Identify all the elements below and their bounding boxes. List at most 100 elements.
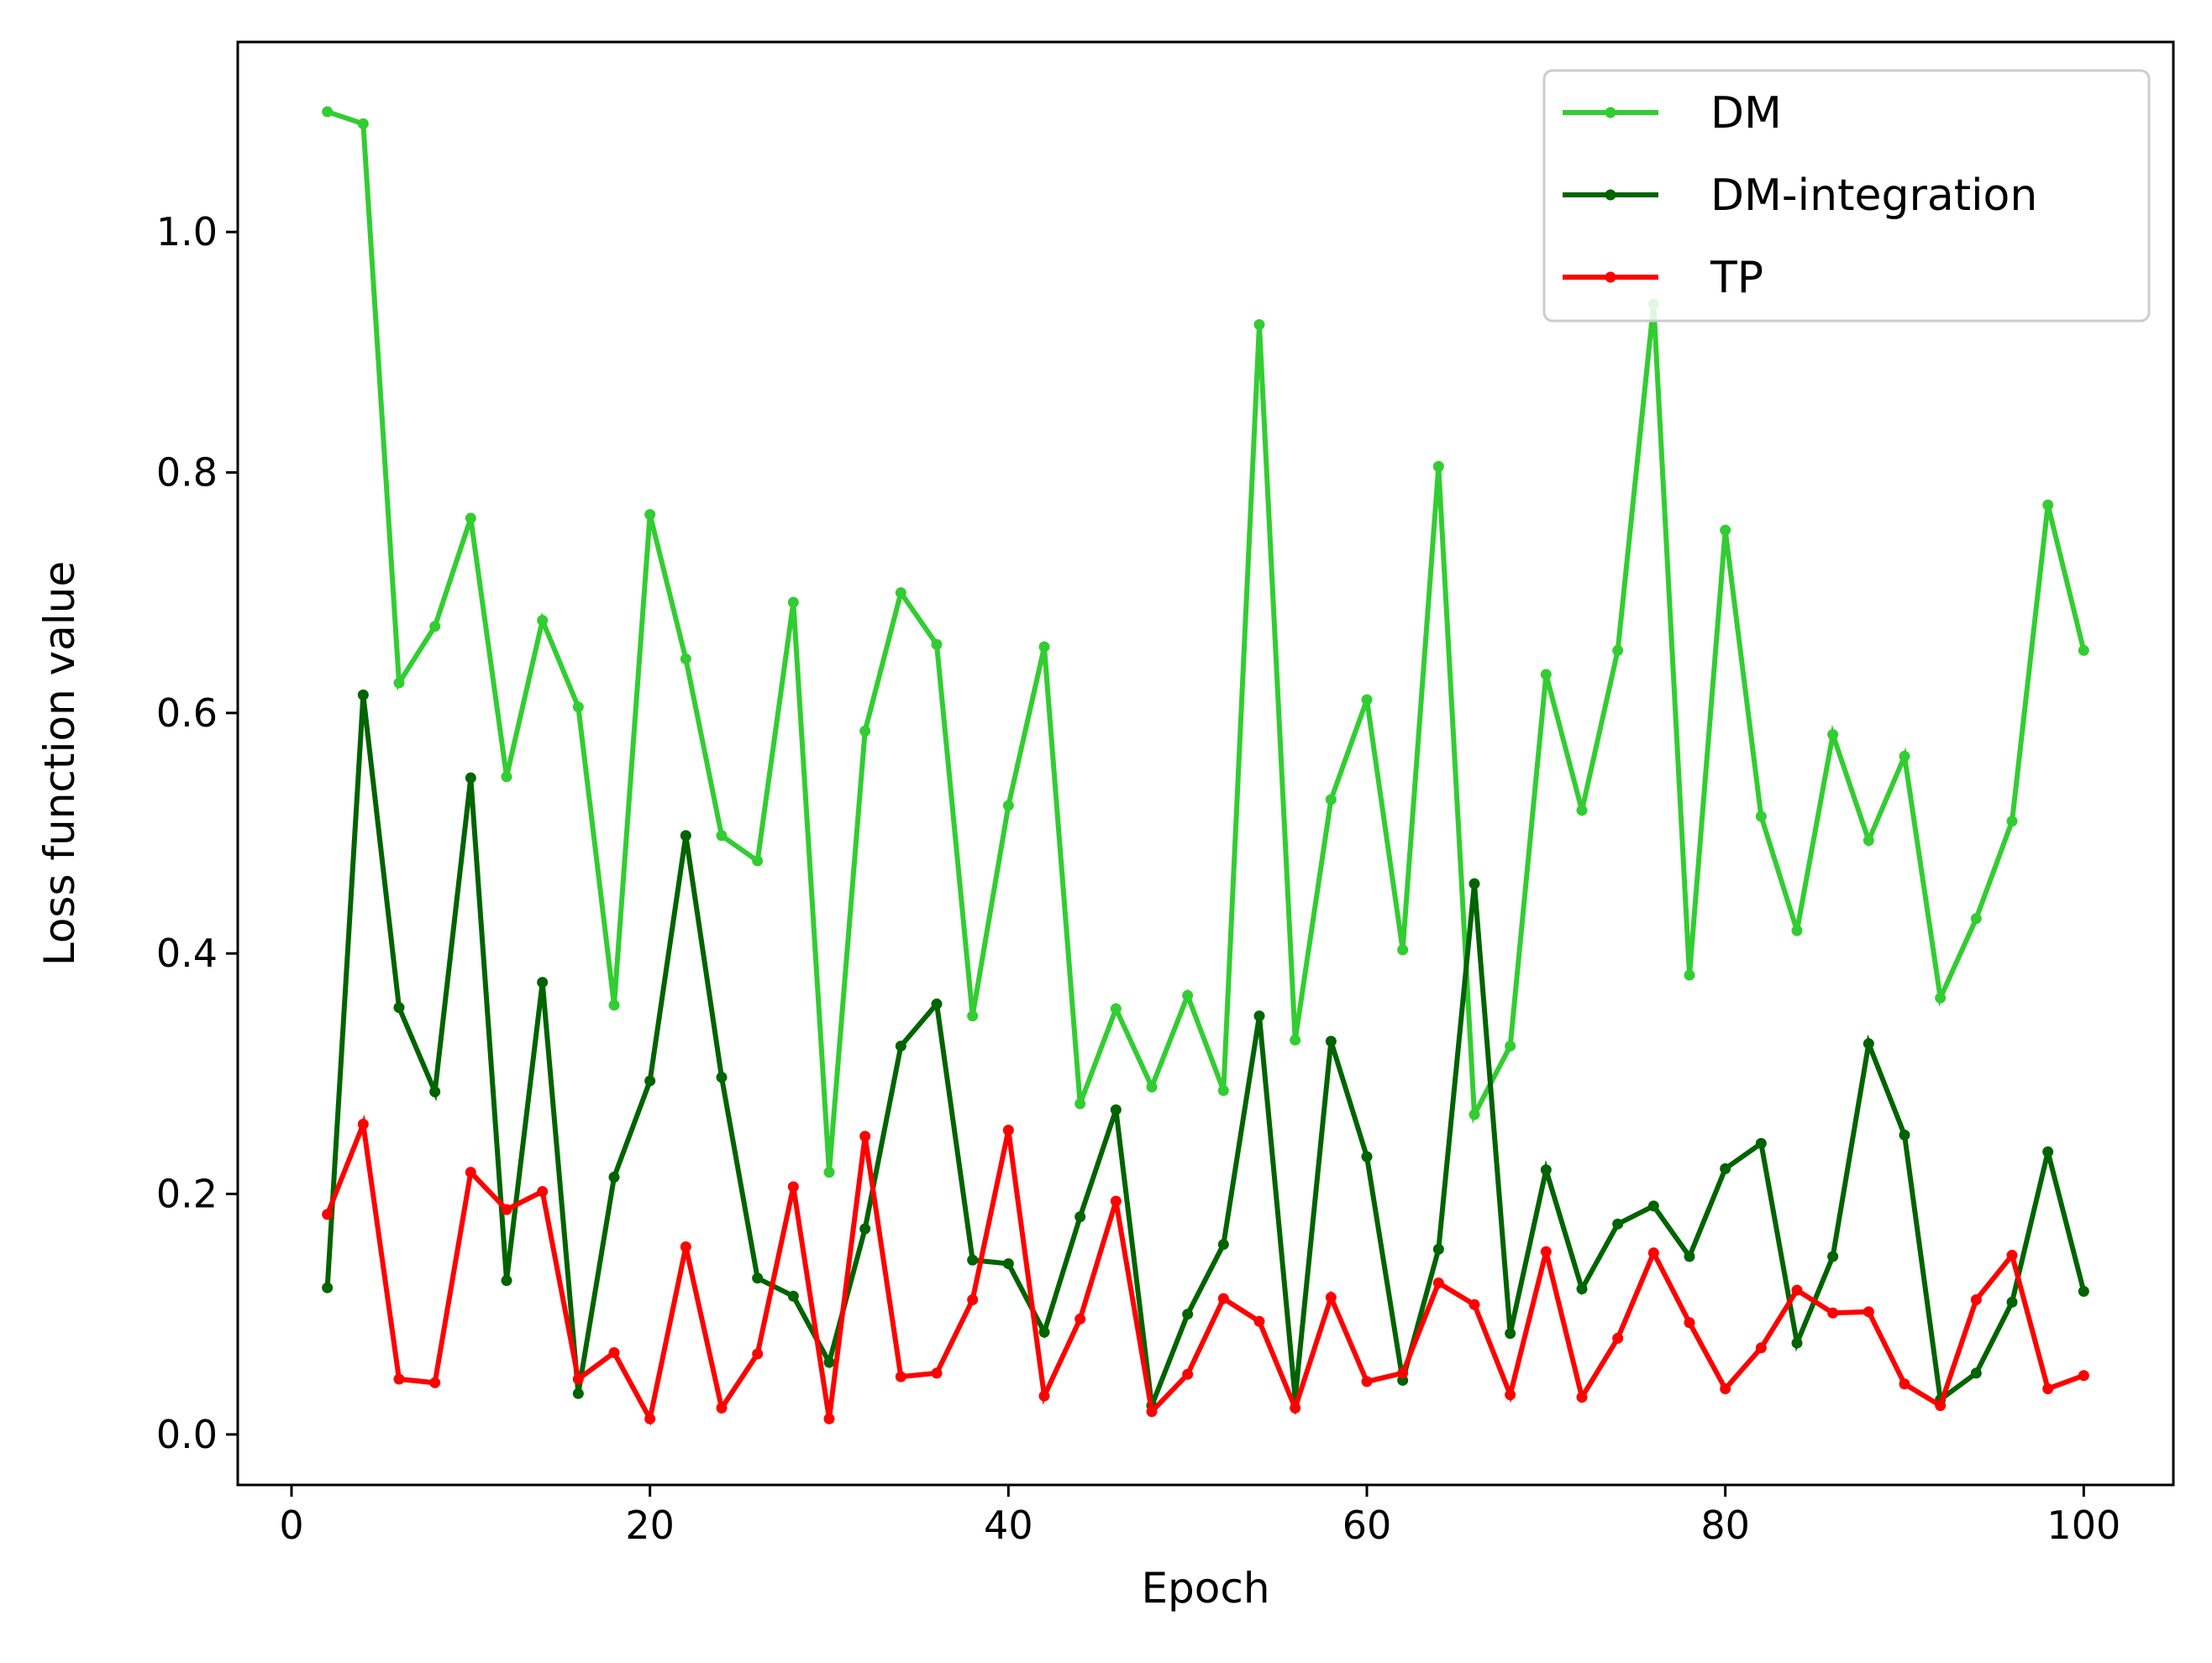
data-point	[1110, 1195, 1122, 1207]
data-point	[967, 1010, 979, 1022]
data-point	[967, 1294, 979, 1306]
y-tick-label: 1.0	[156, 209, 218, 254]
data-point	[1863, 1038, 1874, 1050]
data-point	[1935, 992, 1947, 1004]
data-point	[895, 1040, 906, 1052]
data-point	[1755, 1342, 1767, 1354]
data-point	[1647, 1247, 1659, 1259]
data-point	[1576, 1283, 1588, 1295]
data-point	[1469, 1298, 1480, 1310]
data-point	[1361, 1376, 1373, 1388]
data-point	[1038, 1326, 1050, 1338]
data-point	[465, 1167, 476, 1178]
data-point	[2042, 499, 2054, 511]
data-point	[1827, 1307, 1839, 1319]
data-point	[1755, 1137, 1767, 1149]
x-tick-label: 0	[279, 1503, 303, 1548]
data-point	[1397, 1367, 1409, 1379]
data-point	[1253, 318, 1265, 330]
data-point	[1325, 1036, 1337, 1047]
data-point	[393, 1002, 405, 1014]
data-point	[357, 1119, 369, 1130]
data-point	[393, 1373, 405, 1385]
data-point	[1361, 1151, 1373, 1162]
x-axis-label: Epoch	[1141, 1564, 1269, 1613]
data-point	[608, 1171, 620, 1183]
data-point	[501, 1275, 512, 1287]
data-point	[1540, 1246, 1552, 1257]
x-tick-label: 60	[1342, 1503, 1392, 1548]
data-point	[787, 596, 799, 608]
plot-frame	[236, 40, 2175, 1487]
data-point	[1469, 878, 1480, 889]
data-point	[429, 621, 441, 632]
data-point	[1038, 641, 1050, 653]
data-point	[1002, 800, 1014, 811]
data-point	[1791, 925, 1803, 936]
data-point	[572, 701, 584, 713]
data-point	[823, 1167, 835, 1178]
data-point	[1791, 1337, 1803, 1349]
data-point	[1970, 1294, 1982, 1306]
data-point	[1469, 1109, 1480, 1120]
x-tick-label: 100	[2046, 1503, 2120, 1548]
legend-swatch-marker	[1605, 107, 1616, 118]
data-point	[1146, 1081, 1158, 1093]
data-point	[1432, 1243, 1444, 1255]
legend-box	[1542, 69, 2151, 323]
data-point	[1720, 524, 1731, 536]
data-point	[1074, 1313, 1086, 1325]
data-point	[1720, 1382, 1731, 1394]
data-point	[1325, 1292, 1337, 1304]
data-point	[1576, 1391, 1588, 1403]
data-point	[1540, 1164, 1552, 1176]
data-point	[1074, 1211, 1086, 1223]
data-point	[1002, 1125, 1014, 1136]
data-point	[859, 725, 871, 737]
data-point	[680, 1241, 691, 1253]
data-point	[572, 1388, 584, 1399]
data-point	[2042, 1382, 2054, 1394]
data-point	[1863, 835, 1874, 847]
data-point	[895, 1371, 906, 1382]
y-tick-label: 0.2	[156, 1172, 218, 1217]
data-point	[2006, 1250, 2018, 1262]
data-point	[1397, 944, 1409, 956]
data-point	[716, 1402, 728, 1414]
x-axis-ticks: 0 20 40 60 80 100	[279, 1485, 2120, 1548]
data-point	[1684, 969, 1695, 981]
y-axis-ticks: 0.0 0.2 0.4 0.6 0.8 1.0	[156, 209, 238, 1457]
data-point	[680, 830, 691, 842]
data-point	[1899, 750, 1910, 762]
data-point	[1505, 1389, 1516, 1401]
data-point	[1146, 1406, 1158, 1418]
data-point	[322, 1282, 334, 1293]
data-point	[429, 1086, 441, 1098]
data-point	[1182, 1309, 1194, 1320]
data-point	[1970, 913, 1982, 925]
data-point	[859, 1131, 871, 1142]
data-point	[931, 998, 943, 1010]
data-point	[465, 512, 476, 524]
y-tick-label: 0.8	[156, 450, 218, 496]
data-point	[537, 1186, 549, 1198]
data-point	[1505, 1328, 1516, 1340]
series-dm	[322, 106, 2089, 1178]
data-point	[859, 1223, 871, 1235]
data-point	[2006, 1296, 2018, 1308]
data-point	[1290, 1402, 1301, 1414]
data-point	[823, 1356, 835, 1368]
data-point	[1970, 1367, 1982, 1379]
data-point	[1935, 1400, 1947, 1412]
data-point	[752, 855, 764, 867]
y-tick-label: 0.0	[156, 1412, 218, 1457]
data-point	[501, 771, 512, 783]
y-axis-label: Loss function value	[35, 561, 84, 966]
legend-swatch-marker	[1605, 271, 1616, 283]
data-point	[967, 1254, 979, 1266]
data-point	[1899, 1129, 1910, 1141]
data-point	[644, 1075, 656, 1087]
data-point	[1002, 1258, 1014, 1270]
data-point	[1505, 1040, 1516, 1052]
